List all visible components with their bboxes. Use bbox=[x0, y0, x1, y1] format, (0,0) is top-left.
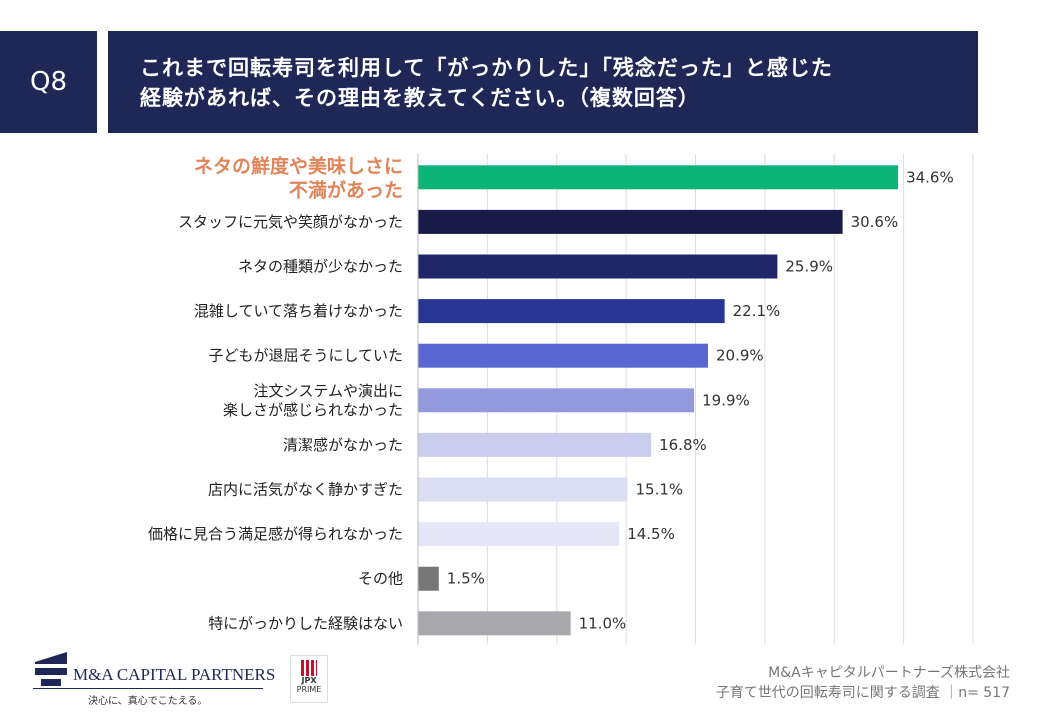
category-label: ネタの種類が少なかった bbox=[238, 258, 403, 276]
category-label: 楽しさが感じられなかった bbox=[223, 401, 403, 419]
bar bbox=[418, 522, 620, 547]
category-label: 注文システムや演出に bbox=[253, 382, 403, 400]
bar bbox=[418, 209, 843, 234]
value-label: 20.9% bbox=[716, 347, 764, 365]
bar bbox=[418, 611, 571, 636]
logo-tagline: 決心に、真心でこたえる。 bbox=[88, 696, 208, 707]
value-label: 25.9% bbox=[785, 258, 833, 276]
company-logo: M&A CAPITAL PARTNERS 決心に、真心でこたえる。 bbox=[33, 652, 275, 707]
value-label: 30.6% bbox=[851, 213, 899, 231]
footer-survey: 子育て世代の回転寿司に関する調査 ｜n= 517 bbox=[715, 685, 1010, 701]
category-label: 混雑していて落ち着けなかった bbox=[194, 302, 403, 320]
category-label: 特にがっかりした経験はない bbox=[208, 614, 403, 632]
title-line-2: 経験があれば、その理由を教えてください。（複数回答） bbox=[140, 86, 700, 110]
category-label: 子どもが退屈そうにしていた bbox=[208, 347, 403, 365]
logo-name: M&A CAPITAL PARTNERS bbox=[73, 665, 276, 684]
value-label: 34.6% bbox=[906, 168, 954, 186]
bar bbox=[418, 477, 628, 502]
category-label: 清潔感がなかった bbox=[283, 436, 403, 454]
category-label: 価格に見合う満足感が得られなかった bbox=[148, 525, 403, 543]
category-label: その他 bbox=[358, 570, 403, 588]
bar bbox=[418, 299, 725, 324]
value-label: 14.5% bbox=[627, 525, 675, 543]
footer-company: M&Aキャピタルパートナーズ株式会社 bbox=[768, 665, 1010, 681]
jpx-text: JPX bbox=[301, 676, 317, 685]
jpx-mark-icon bbox=[301, 660, 317, 676]
value-label: 15.1% bbox=[636, 481, 684, 499]
title-line-1: これまで回転寿司を利用して「がっかりした」「残念だった」と感じた bbox=[140, 56, 833, 80]
footer-source: M&Aキャピタルパートナーズ株式会社 子育て世代の回転寿司に関する調査 ｜n= … bbox=[716, 663, 1010, 703]
jpx-sub: PRIME bbox=[296, 685, 322, 694]
category-label: 店内に活気がなく静かすぎた bbox=[208, 481, 403, 499]
value-label: 19.9% bbox=[702, 391, 750, 409]
bar bbox=[418, 165, 899, 190]
category-label: スタッフに元気や笑顔がなかった bbox=[178, 213, 403, 231]
logo-mark-icon bbox=[35, 652, 67, 686]
value-label: 11.0% bbox=[579, 614, 627, 632]
value-label: 16.8% bbox=[659, 436, 707, 454]
question-title: これまで回転寿司を利用して「がっかりした」「残念だった」と感じた 経験があれば、… bbox=[108, 31, 978, 133]
value-label: 22.1% bbox=[733, 302, 781, 320]
category-label: ネタの鮮度や美味しさに bbox=[194, 154, 403, 177]
value-label: 1.5% bbox=[447, 570, 485, 588]
bar bbox=[418, 388, 695, 413]
bar bbox=[418, 343, 708, 368]
bar bbox=[418, 566, 439, 591]
category-label: 不満があった bbox=[289, 178, 403, 201]
bar bbox=[418, 254, 778, 279]
bar bbox=[418, 432, 652, 457]
jpx-prime-badge: JPX PRIME bbox=[290, 655, 328, 703]
question-number: Q8 bbox=[0, 31, 97, 133]
